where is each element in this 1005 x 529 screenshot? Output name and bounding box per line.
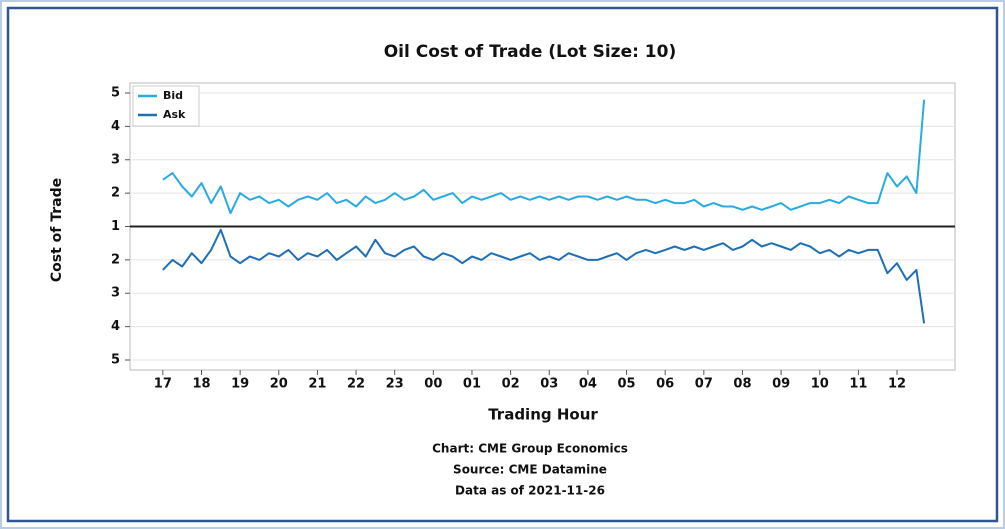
x-tick-label: 11 (849, 377, 867, 392)
x-tick-label: 08 (733, 377, 751, 392)
x-tick-label: 12 (888, 377, 906, 392)
y-tick-label: 2 (111, 252, 120, 267)
x-axis-title: Trading Hour (488, 406, 598, 424)
x-tick-label: 00 (424, 377, 442, 392)
y-tick-label: 5 (111, 86, 120, 101)
chart-title: Oil Cost of Trade (Lot Size: 10) (384, 42, 677, 62)
annotation: Source: CME Datamine (453, 463, 607, 477)
x-tick-label: 23 (386, 377, 404, 392)
x-tick-label: 04 (579, 377, 597, 392)
y-tick-label: 3 (111, 152, 120, 167)
x-tick-label: 06 (656, 377, 674, 392)
legend-label: Bid (163, 89, 183, 102)
x-tick-label: 03 (540, 377, 558, 392)
legend-label: Ask (163, 108, 186, 121)
annotation: Chart: CME Group Economics (432, 442, 628, 456)
legend-box (132, 85, 200, 127)
y-tick-label: 2 (111, 186, 120, 201)
x-tick-label: 09 (772, 377, 790, 392)
x-tick-label: 01 (463, 377, 481, 392)
y-tick-label: 4 (111, 319, 120, 334)
annotation: Data as of 2021-11-26 (455, 484, 605, 498)
x-tick-label: 19 (231, 377, 249, 392)
series-line (162, 99, 926, 215)
y-tick-label: 4 (111, 119, 120, 134)
x-tick-label: 18 (192, 377, 210, 392)
x-tick-label: 17 (154, 377, 172, 392)
y-axis-title: Cost of Trade (49, 178, 65, 282)
y-tick-label: 1 (111, 219, 120, 234)
x-tick-label: 20 (270, 377, 288, 392)
y-tick-label: 5 (111, 352, 120, 367)
y-tick-label: 3 (111, 286, 120, 301)
x-tick-label: 02 (502, 377, 520, 392)
x-tick-label: 21 (308, 377, 326, 392)
x-tick-label: 10 (811, 377, 829, 392)
x-tick-label: 05 (617, 377, 635, 392)
x-tick-label: 07 (695, 377, 713, 392)
x-tick-label: 22 (347, 377, 365, 392)
series-line (162, 228, 926, 324)
